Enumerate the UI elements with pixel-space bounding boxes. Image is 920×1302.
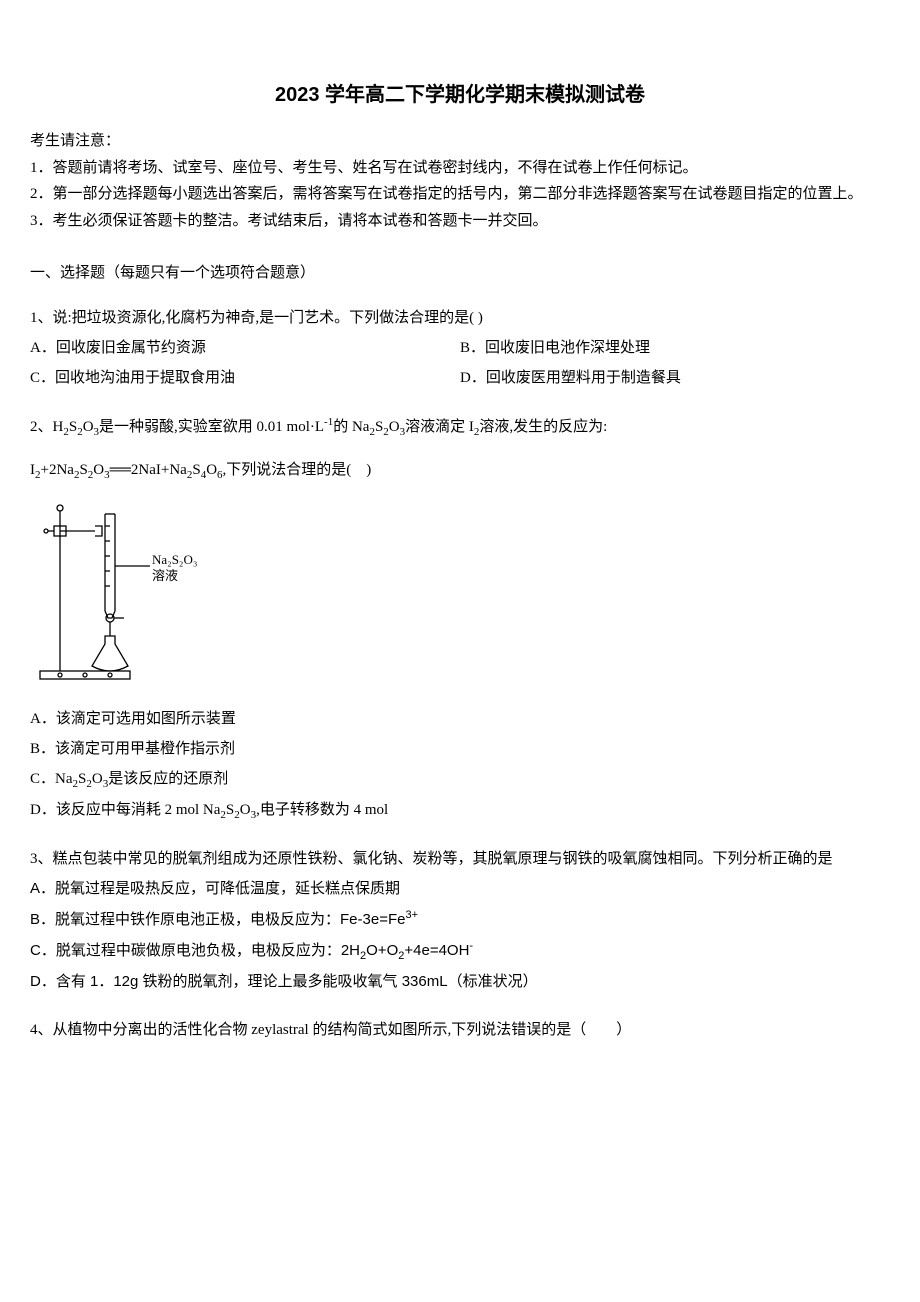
q3-opt-c: C．脱氧过程中碳做原电池负极，电极反应为：2H2O+O2+4e=4OH- xyxy=(30,935,890,967)
q3-opt-d: D．含有 1．12g 铁粉的脱氧剂，理论上最多能吸收氧气 336mL（标准状况） xyxy=(30,967,890,997)
q2-opt-c: C．Na2S2O3是该反应的还原剂 xyxy=(30,764,890,795)
section-1-header: 一、选择题（每题只有一个选项符合题意） xyxy=(30,262,890,285)
q2-opt-d: D．该反应中每消耗 2 mol Na2S2O3,电子转移数为 4 mol xyxy=(30,795,890,826)
q3-stem: 3、糕点包装中常见的脱氧剂组成为还原性铁粉、氯化钠、炭粉等，其脱氧原理与钢铁的吸… xyxy=(30,844,890,874)
page-title: 2023 学年高二下学期化学期末模拟测试卷 xyxy=(30,80,890,110)
q1-opt-b: B．回收废旧电池作深埋处理 xyxy=(460,333,890,363)
question-3: 3、糕点包装中常见的脱氧剂组成为还原性铁粉、氯化钠、炭粉等，其脱氧原理与钢铁的吸… xyxy=(30,844,890,997)
q2-stem: 2、H2S2O3是一种弱酸,实验室欲用 0.01 mol·L-1的 Na2S2O… xyxy=(30,411,890,443)
q1-stem: 1、说:把垃圾资源化,化腐朽为神奇,是一门艺术。下列做法合理的是( ) xyxy=(30,303,890,333)
q1-opt-c: C．回收地沟油用于提取食用油 xyxy=(30,363,460,393)
notice-3: 3．考生必须保证答题卡的整洁。考试结束后，请将本试卷和答题卡一并交回。 xyxy=(30,210,890,233)
question-1: 1、说:把垃圾资源化,化腐朽为神奇,是一门艺术。下列做法合理的是( ) A．回收… xyxy=(30,303,890,393)
question-2: 2、H2S2O3是一种弱酸,实验室欲用 0.01 mol·L-1的 Na2S2O… xyxy=(30,411,890,826)
notice-2: 2．第一部分选择题每小题选出答案后，需将答案写在试卷指定的括号内，第二部分非选择… xyxy=(30,183,890,206)
q2-opt-b: B．该滴定可用甲基橙作指示剂 xyxy=(30,734,890,764)
q1-opt-d: D．回收废医用塑料用于制造餐具 xyxy=(460,363,890,393)
q3-opt-b: B．脱氧过程中铁作原电池正极，电极反应为：Fe-3e=Fe3+ xyxy=(30,904,890,935)
q2-figure: Na₂S₂O₃ 溶液 xyxy=(30,496,890,686)
q1-opt-a: A．回收废旧金属节约资源 xyxy=(30,333,460,363)
q2-equation: I2+2Na2S2O3══2NaI+Na2S4O6,下列说法合理的是( ) xyxy=(30,455,890,486)
fig-label-2: 溶液 xyxy=(152,568,178,583)
q2-opt-a: A．该滴定可选用如图所示装置 xyxy=(30,704,890,734)
notice-header: 考生请注意： xyxy=(30,130,890,153)
notice-1: 1．答题前请将考场、试室号、座位号、考生号、姓名写在试卷密封线内，不得在试卷上作… xyxy=(30,157,890,180)
fig-label-1: Na₂S₂O₃ xyxy=(152,552,197,567)
question-4: 4、从植物中分离出的活性化合物 zeylastral 的结构简式如图所示,下列说… xyxy=(30,1015,890,1045)
q4-stem: 4、从植物中分离出的活性化合物 zeylastral 的结构简式如图所示,下列说… xyxy=(30,1015,890,1045)
q3-opt-a: A．脱氧过程是吸热反应，可降低温度，延长糕点保质期 xyxy=(30,874,890,904)
